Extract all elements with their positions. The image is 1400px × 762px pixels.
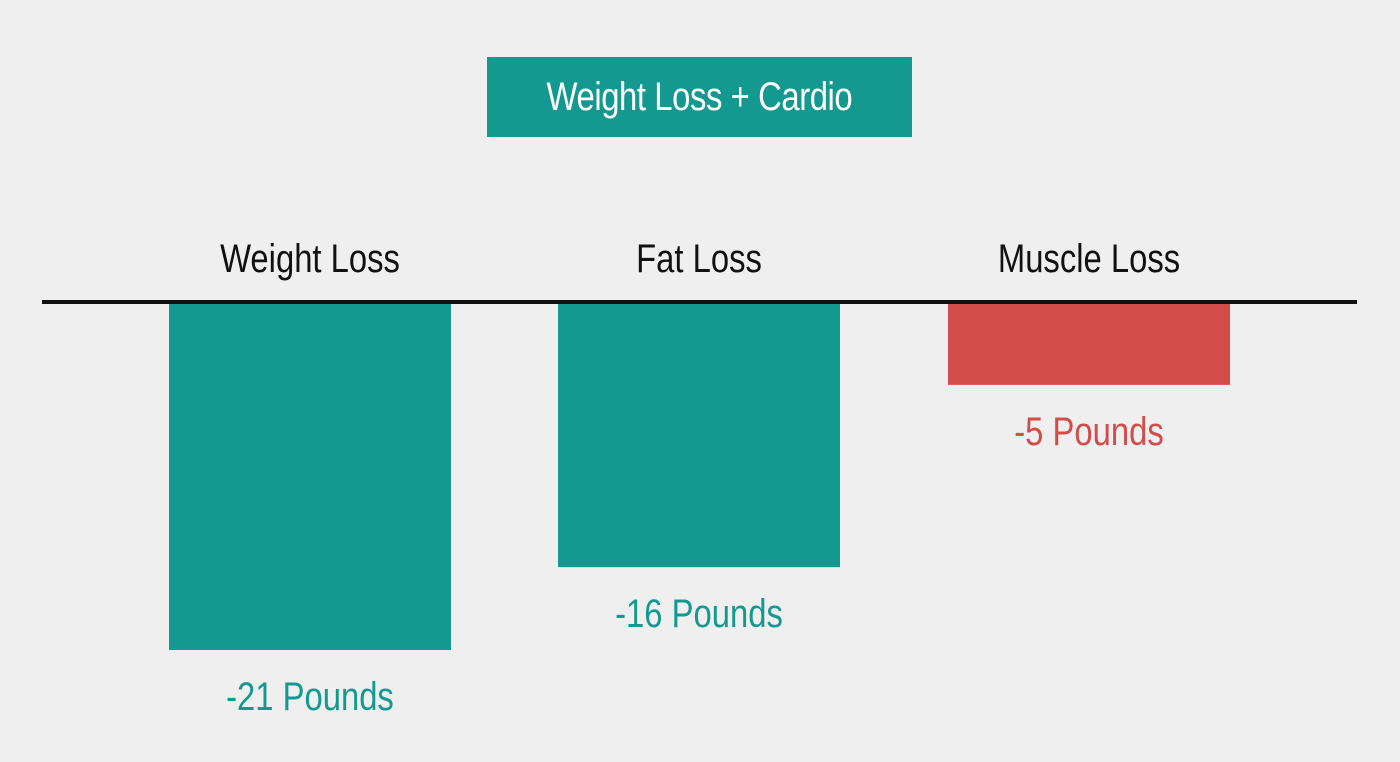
bar-fat-loss [558, 304, 840, 568]
chart-title-banner: Weight Loss + Cardio [487, 57, 912, 137]
bar-weight-loss [169, 304, 451, 650]
chart-title: Weight Loss + Cardio [546, 74, 853, 119]
category-label: Muscle Loss [998, 236, 1180, 281]
data-label: -21 Pounds [226, 674, 394, 719]
data-label: -5 Pounds [1014, 409, 1163, 454]
category-label: Weight Loss [220, 236, 400, 281]
category-label: Fat Loss [636, 236, 762, 281]
bar-muscle-loss [948, 304, 1230, 385]
data-label: -16 Pounds [615, 591, 783, 636]
